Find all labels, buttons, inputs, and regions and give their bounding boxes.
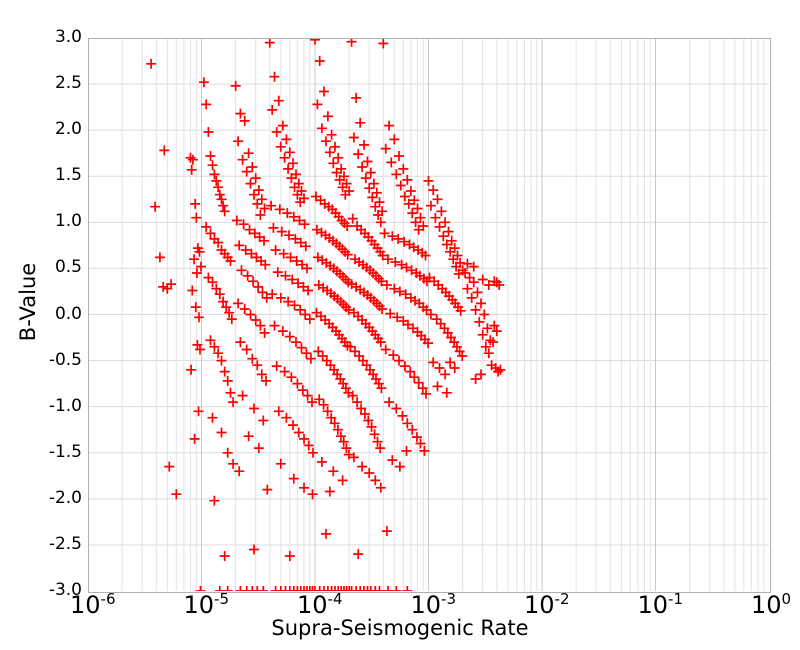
y-tick-label: -3.0 bbox=[48, 580, 82, 600]
x-tick-label: 100 bbox=[751, 591, 791, 619]
x-tick-label: 10-3 bbox=[411, 591, 457, 619]
y-tick-label: -2.5 bbox=[48, 533, 82, 554]
x-tick-mantissa: 10 bbox=[637, 591, 669, 619]
x-tick-mantissa: 10 bbox=[751, 591, 782, 619]
grid-layer bbox=[88, 38, 769, 591]
y-axis-label: B-Value bbox=[16, 262, 40, 342]
y-tick-label: 2.5 bbox=[54, 73, 82, 94]
x-tick-exponent: -3 bbox=[441, 590, 457, 608]
x-tick-mantissa: 10 bbox=[70, 591, 101, 619]
y-tick-label: -0.5 bbox=[48, 349, 82, 370]
y-tick-label: 1.0 bbox=[54, 211, 82, 232]
y-tick-label: 2.0 bbox=[54, 119, 82, 140]
x-tick-mantissa: 10 bbox=[297, 591, 328, 619]
x-tick-label: 10-5 bbox=[184, 591, 230, 619]
y-tick-label: 0.5 bbox=[54, 257, 82, 278]
x-tick-exponent: 0 bbox=[781, 590, 792, 608]
y-tick-label: -1.0 bbox=[48, 395, 82, 416]
x-tick-exponent: -4 bbox=[327, 590, 343, 608]
x-tick-label: 10-1 bbox=[638, 591, 684, 619]
x-tick-exponent: -5 bbox=[214, 590, 230, 608]
x-tick-exponent: -2 bbox=[554, 590, 570, 608]
x-tick-exponent: -6 bbox=[100, 590, 116, 608]
x-tick-label: 10-6 bbox=[70, 591, 116, 619]
data-points-layer bbox=[146, 38, 506, 591]
y-tick-label: -1.5 bbox=[48, 441, 82, 462]
y-tick-label: 0.0 bbox=[54, 303, 82, 324]
x-tick-mantissa: 10 bbox=[524, 591, 555, 619]
x-tick-label: 10-2 bbox=[524, 591, 570, 619]
y-tick-label: 1.5 bbox=[54, 165, 82, 186]
x-tick-label: 10-4 bbox=[297, 591, 343, 619]
plot-area bbox=[88, 38, 769, 591]
x-tick-mantissa: 10 bbox=[183, 591, 215, 619]
x-tick-mantissa: 10 bbox=[410, 591, 442, 619]
y-tick-label: -2.0 bbox=[48, 487, 82, 508]
x-tick-exponent: -1 bbox=[668, 590, 684, 608]
y-axis-ticks: 3.0 2.5 2.0 1.5 1.0 0.5 0.0 -0.5 -1.0 -1.5 -2.0 -2.… bbox=[0, 0, 82, 650]
y-tick-label: 3.0 bbox=[54, 27, 82, 47]
x-axis-label: Supra-Seismogenic Rate bbox=[271, 616, 529, 640]
